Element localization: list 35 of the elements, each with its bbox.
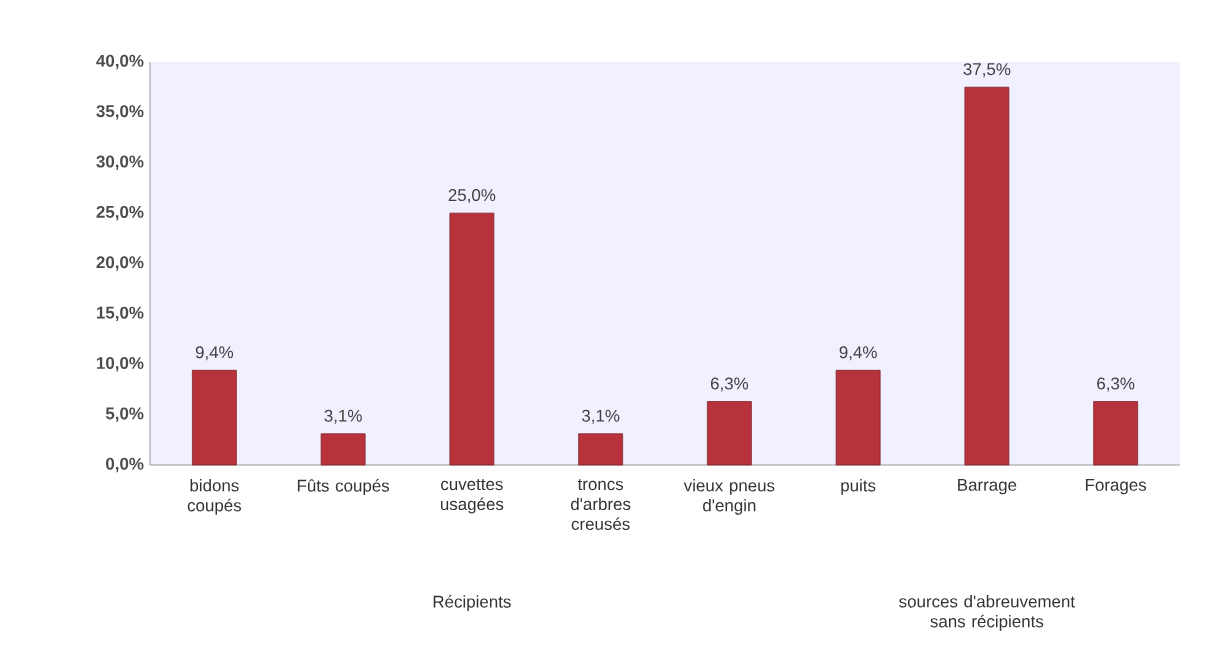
y-tick-label: 0,0% — [106, 457, 144, 473]
data-label: 3,1% — [581, 409, 620, 424]
y-tick-label: 35,0% — [96, 105, 144, 120]
x-tick-label: Barrage — [958, 479, 1017, 495]
data-label: 6,3% — [710, 377, 749, 392]
y-tick-label: 40,0% — [96, 54, 144, 70]
x-tick-label: puits — [841, 479, 876, 495]
bar — [964, 86, 1010, 466]
bar — [1093, 401, 1139, 466]
x-tick-label: bidons coupés — [187, 479, 242, 515]
y-tick-label: 10,0% — [97, 357, 144, 372]
data-label: 37,5% — [963, 63, 1011, 78]
bar — [320, 433, 366, 466]
data-label: 25,0% — [448, 189, 496, 204]
text: Récipients — [433, 595, 511, 612]
x-tick-label: Fûts coupés — [297, 479, 390, 496]
x-tick-label: cuvettes usagées — [440, 479, 504, 514]
bar — [835, 369, 881, 466]
source-note: sources d'abreuvement sans récipients — [899, 595, 1075, 631]
x-tick-label: vieux pneus d'engin — [683, 479, 775, 515]
y-tick-label: 25,0% — [96, 205, 144, 221]
data-label: 3,1% — [324, 409, 362, 424]
y-tick-label: 30,0% — [96, 155, 144, 170]
bar — [191, 369, 237, 466]
data-label: 9,4% — [839, 346, 877, 361]
x-tick-label: Forages — [1085, 479, 1147, 495]
bar — [706, 401, 752, 466]
y-tick-label: 15,0% — [97, 306, 144, 322]
x-tick-label: troncs d'arbres creusés — [571, 479, 631, 530]
y-tick-label: 20,0% — [96, 256, 144, 271]
data-label: 6,3% — [1097, 377, 1135, 392]
bar — [578, 433, 624, 466]
data-label: 9,4% — [195, 346, 234, 361]
bar — [449, 212, 495, 466]
y-tick-label: 5,0% — [105, 407, 144, 422]
